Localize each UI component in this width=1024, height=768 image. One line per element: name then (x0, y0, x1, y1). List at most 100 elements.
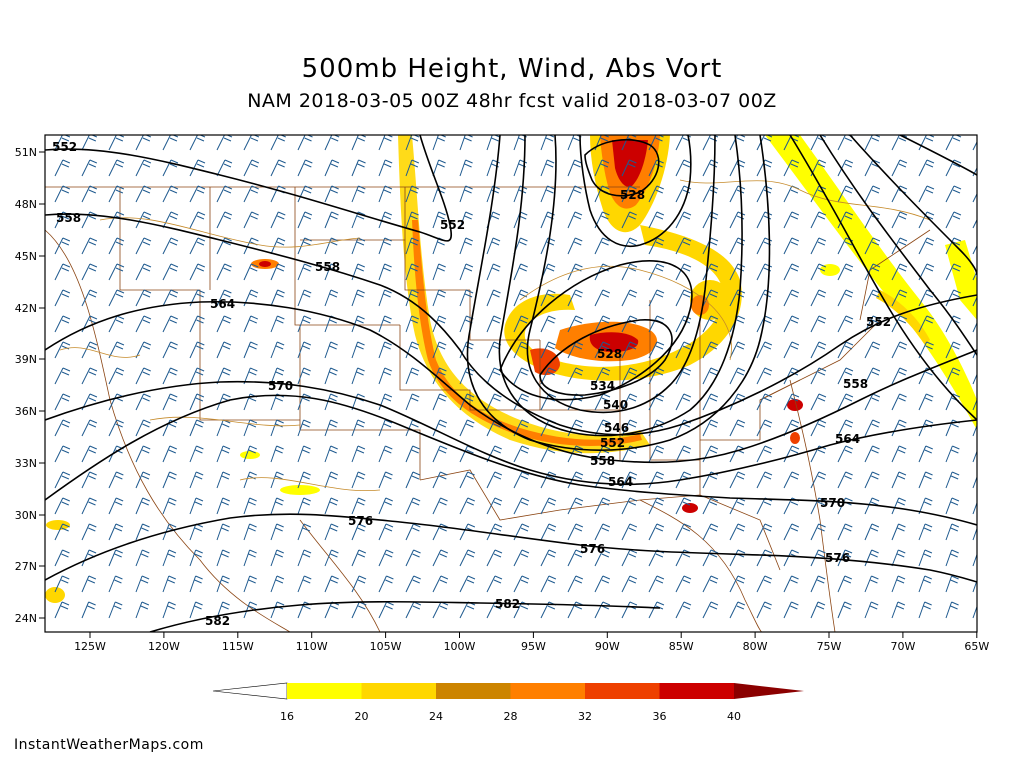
wind-barb (945, 575, 959, 593)
wind-barb (783, 159, 800, 177)
wind-barb (486, 393, 502, 411)
wind-barb (432, 289, 447, 307)
wind-barb (189, 445, 204, 463)
wind-barb (324, 445, 338, 463)
wind-barb (189, 549, 203, 567)
wind-barb (162, 211, 179, 229)
wind-barb (621, 575, 638, 593)
wind-barb (945, 549, 959, 567)
wind-barb (540, 289, 556, 307)
wind-barb (756, 445, 773, 463)
wind-barb (270, 211, 286, 229)
wind-barb (459, 289, 474, 307)
wind-barb (297, 575, 312, 593)
wind-barb (54, 263, 71, 281)
legend-swatch (659, 683, 734, 699)
wind-barb (621, 159, 637, 177)
wind-barb (837, 471, 853, 489)
label-576-center: 576 (580, 542, 605, 556)
wind-barb (810, 601, 826, 619)
lon-label: 65W (964, 640, 989, 653)
wind-barb (135, 211, 152, 229)
wind-barb (648, 263, 665, 281)
wind-barb (54, 575, 70, 593)
wind-barb (432, 445, 448, 463)
lon-label: 120W (148, 640, 180, 653)
wind-barb (675, 601, 692, 619)
wind-barb (405, 523, 421, 541)
wind-barb (324, 471, 339, 489)
wind-barb (864, 575, 879, 593)
wind-barb (81, 419, 98, 437)
wind-barb (459, 575, 476, 593)
wind-barb (54, 523, 70, 541)
label-570-west: 570 (268, 379, 293, 393)
lon-label: 80W (743, 640, 768, 653)
wind-barb (891, 601, 906, 619)
wind-barb (891, 159, 908, 177)
wind-barb (243, 419, 258, 437)
wind-barb (297, 445, 311, 463)
chart-subtitle: NAM 2018-03-05 00Z 48hr fcst valid 2018-… (247, 90, 777, 112)
wind-barb (945, 341, 961, 359)
wind-barb (324, 159, 340, 177)
wind-barb (486, 497, 503, 515)
wind-barb (297, 367, 311, 385)
wind-barb (675, 237, 692, 255)
wind-barb (81, 289, 98, 307)
wind-barb (54, 471, 71, 489)
wind-barb (675, 367, 692, 385)
wind-barb (567, 211, 583, 229)
wind-barb (189, 575, 203, 593)
wind-barb (108, 471, 124, 489)
label-552-center: 552 (440, 218, 465, 232)
wind-barb (648, 289, 665, 307)
wind-barb (108, 601, 123, 619)
wind-barb (135, 341, 152, 359)
wind-barb (972, 373, 977, 385)
wind-barb (432, 549, 448, 567)
wind-barb (891, 367, 907, 385)
wind-barb (378, 471, 393, 489)
wind-barb (405, 237, 419, 255)
wind-barb (864, 471, 880, 489)
wind-barb (945, 497, 960, 515)
wind-barb (216, 523, 230, 541)
wind-barb (837, 523, 853, 541)
wind-barb (162, 497, 177, 515)
wind-barb (810, 237, 827, 255)
wind-barb (783, 601, 799, 619)
wind-barb (54, 185, 71, 203)
wind-barb (378, 159, 393, 177)
wind-barb (702, 575, 719, 593)
wind-barb (810, 393, 827, 411)
wind-barb (243, 601, 258, 619)
wind-barb (189, 263, 206, 281)
wind-barb (891, 211, 908, 229)
wind-barb (189, 367, 205, 385)
lon-label: 95W (521, 640, 546, 653)
wind-barb (567, 237, 583, 255)
wind-barb (81, 159, 98, 177)
wind-barb (864, 445, 880, 463)
wind-barb (297, 419, 311, 437)
wind-barb (270, 471, 284, 489)
wind-barb (189, 497, 204, 515)
wind-barb (729, 289, 746, 307)
wind-barb (837, 367, 854, 385)
lat-label: 51N (15, 146, 37, 159)
wind-barb (216, 315, 232, 333)
wind-barb (567, 341, 584, 359)
legend-label: 40 (727, 710, 741, 723)
wind-barb (486, 523, 503, 541)
wind-barb (837, 393, 854, 411)
wind-barb (864, 341, 881, 359)
wind-barb (837, 549, 853, 567)
wind-barb (243, 211, 259, 229)
wind-barb (702, 523, 719, 541)
wind-barb (54, 601, 70, 619)
wind-barb (675, 211, 692, 229)
lon-label: 125W (74, 640, 106, 653)
lon-label: 75W (817, 640, 842, 653)
wind-barb (594, 159, 610, 177)
